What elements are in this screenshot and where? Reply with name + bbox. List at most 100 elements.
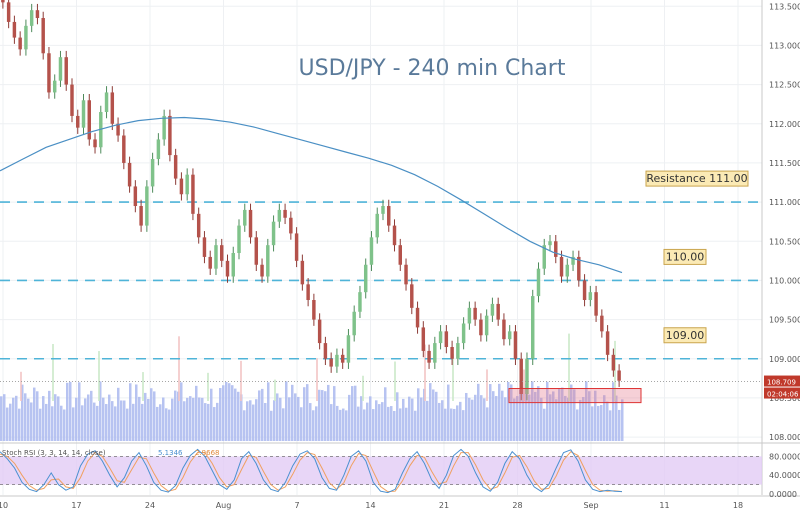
candle-body [179,178,184,195]
candle-body [306,284,310,301]
candle-body [577,256,581,281]
volume-bar [453,408,456,441]
time-tick-label: 17 [71,501,81,510]
volume-bar [429,383,432,441]
volume-bar [372,409,375,441]
volume-bar [33,387,36,441]
price-tick-label: 108.000 [769,433,800,442]
volume-spike [394,361,396,401]
volume-bar [477,383,480,441]
volume-bar [558,388,561,441]
candle-body [24,25,28,50]
volume-bar [102,397,105,441]
volume-bar [528,394,531,441]
volume-bar [585,381,588,441]
volume-bar [228,383,231,441]
volume-bar [240,394,243,441]
volume-bar [564,395,567,441]
time-tick-label: 10 [0,501,8,510]
volume-bar [204,403,207,441]
candle-body [58,57,63,81]
volume-bar [324,391,327,441]
volume-bar [246,401,249,441]
time-axis: 10 17 24 Aug 7 14 21 28 Sep 11 18 [0,495,800,510]
volume-bar [342,408,345,441]
volume-bar [291,384,294,441]
level-label: 109.00 [666,329,705,342]
volume-bar [315,406,318,441]
volume-bar [231,385,234,441]
volume-bar [423,388,426,441]
volume-bar [438,402,441,441]
candle-body [294,233,299,261]
volume-bar [111,401,114,441]
volume-bar [444,408,447,441]
volume-bar [222,385,225,441]
volume-bar [621,399,624,441]
volume-bar [549,394,552,441]
volume-bar [96,405,99,441]
volume-bar [138,396,141,441]
volume-bar [114,406,117,441]
volume-bar [606,401,609,441]
volume-spike [452,354,454,401]
volume-bar [462,410,465,441]
volume-bar [519,389,522,441]
volume-bar [459,401,462,441]
volume-bar [534,391,537,441]
candle-body [410,284,414,308]
candle-body [375,213,379,238]
volume-bar [399,408,402,441]
indicator-tick-label: 40.0000 [769,471,800,480]
volume-bar [21,384,24,441]
candle-body [404,264,408,285]
volume-bar [366,402,369,441]
volume-bar [36,391,39,441]
candle-body [398,245,402,265]
volume-bar [207,403,210,441]
volume-bar [45,403,48,441]
volume-bar [24,393,27,441]
volume-bar [198,397,201,441]
volume-spike [614,340,616,401]
stoch-k-line [0,448,623,494]
volume-bar [387,406,390,441]
volume-bar [540,397,543,441]
volume-bar [267,382,270,441]
volume-bar [612,382,615,441]
volume-bar [75,397,78,441]
volume-bar [90,390,93,441]
candle-body [473,307,477,320]
candle-body [150,159,155,187]
volume-bar [3,394,6,441]
candle-body [323,343,328,359]
volume-bar [39,408,42,441]
volume-bar [618,409,621,441]
stoch-d-line [0,451,623,493]
volume-bar [615,395,618,441]
candle-body [502,319,506,340]
volume-bar [99,381,102,441]
time-tick-label: 14 [365,501,375,510]
candle-body [191,174,195,214]
price-tick-label: 109.000 [769,355,800,364]
chart-title: USD/JPY - 240 min Chart [299,56,566,81]
moving-average-line [0,116,623,274]
volume-spike [178,336,180,401]
volume-bar [180,382,183,441]
volume-bar [234,388,237,441]
volume-bar [144,392,147,441]
volume-bar [360,396,363,441]
countdown-tag [764,387,800,399]
volume-bar [264,402,267,441]
volume-bar [570,384,573,441]
candle-body [507,331,512,340]
indicator-value-k: 5.1346 [158,449,183,457]
volume-bar [243,410,246,441]
countdown-label: 02:04:06 [767,391,799,399]
candle-body [248,209,253,238]
volume-bar [312,410,315,441]
candle-body [196,213,201,238]
volume-bar [465,392,468,441]
